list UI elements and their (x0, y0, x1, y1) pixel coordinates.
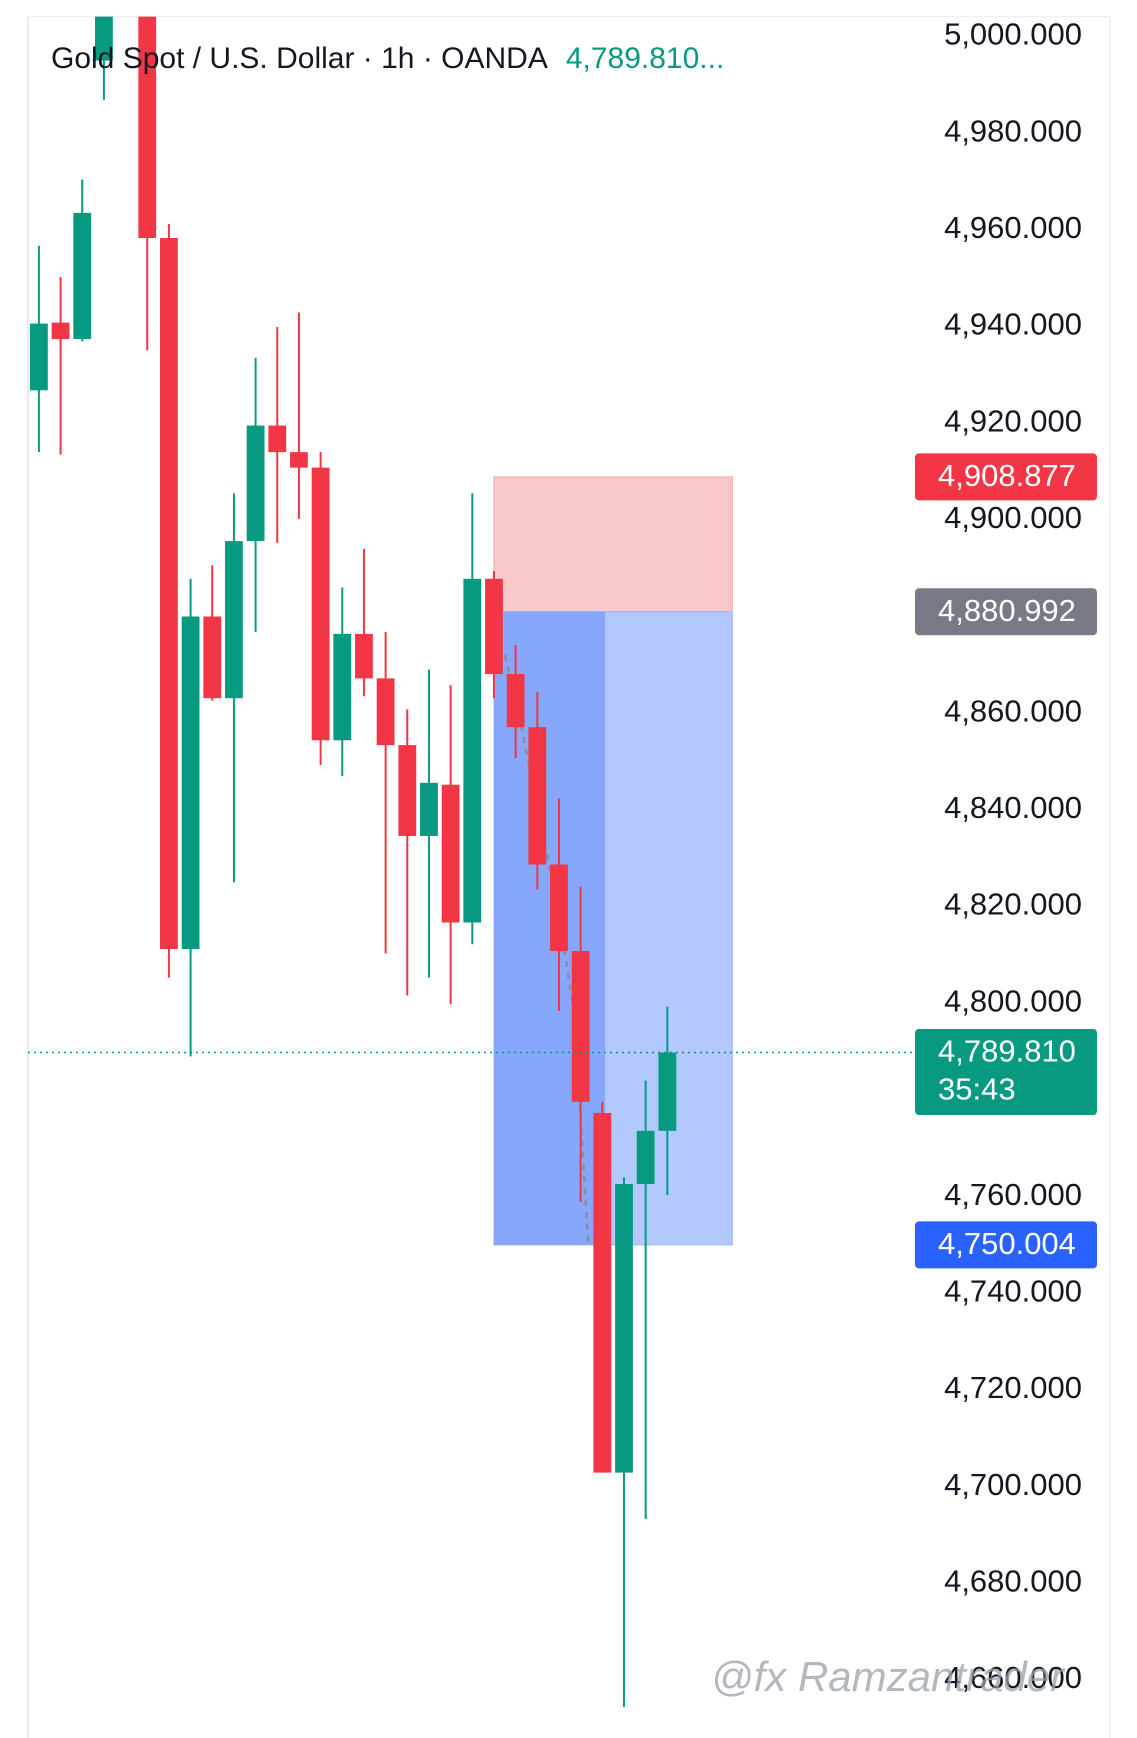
candle-body (268, 425, 287, 453)
chart-title: Gold Spot / U.S. Dollar · 1h · OANDA (51, 42, 548, 75)
candle-body (658, 1052, 677, 1131)
candle-body (246, 425, 265, 542)
price-tag (915, 1221, 1097, 1269)
price-tag (915, 588, 1097, 636)
price-tag-label: 4,880.992 (938, 593, 1076, 628)
candle-body (355, 633, 373, 679)
candle-body (593, 1112, 612, 1473)
candle-body (333, 633, 352, 741)
price-tag-countdown: 35:43 (938, 1072, 1016, 1107)
candle-body (203, 616, 222, 699)
y-tick-label: 4,720.000 (944, 1370, 1082, 1405)
price-tag (915, 453, 1097, 501)
price-tag (915, 1028, 1097, 1115)
candle-body (376, 678, 395, 746)
candle-body (30, 323, 48, 391)
y-tick-label: 4,920.000 (944, 403, 1082, 438)
candle-body (636, 1130, 655, 1185)
last-price: 4,789.810... (566, 42, 724, 75)
candle-body (441, 784, 460, 923)
candle-body (160, 237, 178, 950)
price-tag-label: 4,789.810 (938, 1034, 1076, 1069)
candle-body (571, 951, 590, 1102)
y-tick-label: 4,900.000 (944, 500, 1082, 535)
price-tag-label: 4,908.877 (938, 458, 1076, 493)
candle-body (485, 578, 503, 675)
candle-body (138, 16, 157, 238)
y-tick-label: 4,700.000 (944, 1467, 1082, 1502)
watermark: @fx Ramzantrader (711, 1653, 1066, 1700)
y-tick-label: 5,000.000 (944, 17, 1082, 52)
y-tick-label: 4,660.000 (944, 1660, 1082, 1695)
candle-body (181, 616, 200, 950)
y-tick-label: 4,980.000 (944, 113, 1082, 148)
y-tick-label: 4,860.000 (944, 693, 1082, 728)
candle-body (51, 322, 70, 340)
candle-body (615, 1184, 633, 1473)
candle-body (550, 864, 568, 952)
candle-body (73, 212, 92, 340)
candle-body (95, 16, 113, 61)
y-tick-label: 4,940.000 (944, 307, 1082, 342)
candle-body (506, 674, 525, 728)
candle-body (420, 782, 438, 836)
stop-zone (493, 476, 733, 613)
candle-body (290, 452, 308, 468)
y-tick-label: 4,760.000 (944, 1177, 1082, 1212)
candle-body (463, 578, 482, 923)
candles (30, 16, 677, 1708)
candle-body (311, 467, 330, 741)
candle-body (225, 541, 243, 699)
y-tick-label: 4,960.000 (944, 210, 1082, 245)
candle-body (528, 727, 547, 865)
y-tick-label: 4,840.000 (944, 790, 1082, 825)
y-tick-label: 4,740.000 (944, 1273, 1082, 1308)
price-tag-label: 4,750.004 (938, 1226, 1076, 1261)
y-tick-label: 4,680.000 (944, 1563, 1082, 1598)
y-tick-label: 4,820.000 (944, 887, 1082, 922)
y-tick-label: 4,800.000 (944, 983, 1082, 1018)
price-axis: 4,660.000 4,680.000 4,700.000 4,720.000 4,74… (944, 17, 1082, 1696)
candle-body (398, 745, 417, 836)
